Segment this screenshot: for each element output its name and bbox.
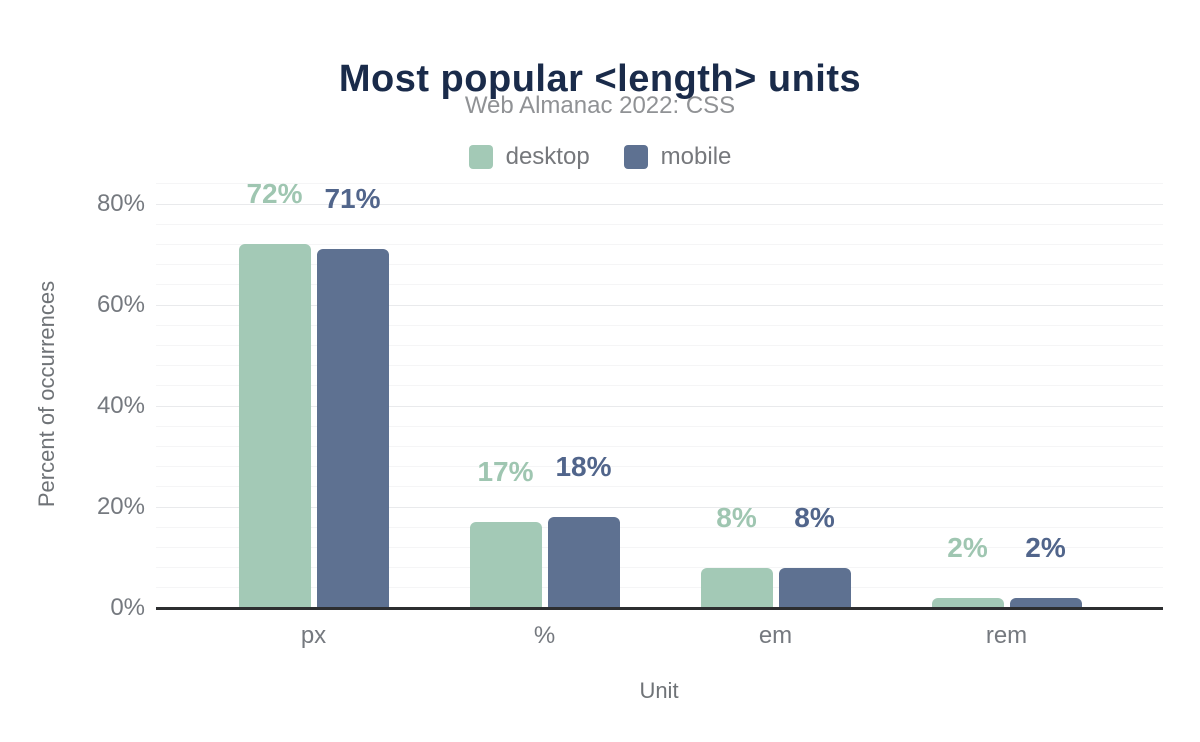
gridline-48	[156, 365, 1163, 367]
value-label-mobile-em: 8%	[794, 501, 835, 533]
bar-mobile-em[interactable]	[778, 567, 851, 608]
value-label-desktop-pct: 17%	[477, 456, 534, 488]
gridline-80	[156, 203, 1163, 205]
gridline-60	[156, 304, 1163, 306]
gridline-12	[156, 546, 1163, 548]
bar-mobile-pct[interactable]	[547, 517, 620, 608]
x-tick-label-rem: rem	[985, 622, 1028, 649]
x-tick-label-pct: %	[533, 622, 556, 649]
gridline-32	[156, 445, 1163, 447]
gridline-16	[156, 526, 1163, 528]
x-tick-label-em: em	[758, 622, 793, 649]
gridline-44	[156, 385, 1163, 387]
gridline-24	[156, 486, 1163, 488]
value-label-mobile-pct: 18%	[555, 451, 612, 483]
x-axis-line	[156, 606, 1163, 610]
bar-mobile-rem[interactable]	[1009, 597, 1082, 608]
legend-swatch-desktop-icon	[468, 145, 493, 169]
x-tick-label-px: px	[300, 622, 327, 649]
legend: desktop mobile	[0, 143, 1200, 171]
legend-label-mobile: mobile	[660, 143, 732, 170]
chart-subtitle: Web Almanac 2022: CSS	[464, 92, 736, 119]
gridline-52	[156, 344, 1163, 346]
gridline-64	[156, 284, 1163, 286]
value-label-mobile-px: 71%	[324, 183, 381, 215]
gridline-84	[156, 183, 1163, 185]
value-label-desktop-em: 8%	[716, 501, 757, 533]
x-axis-title: Unit	[639, 678, 679, 703]
gridline-20	[156, 506, 1163, 508]
y-tick-label-60: 60%	[96, 291, 145, 318]
y-tick-label-0: 0%	[110, 594, 145, 621]
bar-desktop-px[interactable]	[238, 244, 311, 608]
legend-item-desktop[interactable]: desktop	[468, 143, 590, 171]
bar-desktop-pct[interactable]	[469, 522, 542, 608]
gridline-28	[156, 466, 1163, 468]
gridline-8	[156, 567, 1163, 569]
bar-desktop-rem[interactable]	[931, 597, 1004, 608]
bar-desktop-em[interactable]	[700, 567, 773, 608]
y-tick-label-80: 80%	[96, 190, 145, 217]
y-tick-label-40: 40%	[96, 392, 145, 419]
bar-mobile-px[interactable]	[316, 249, 389, 608]
y-axis-title: Percent of occurrences	[34, 280, 59, 508]
chart-title: Most popular <length> units	[338, 58, 862, 101]
gridline-56	[156, 324, 1163, 326]
value-label-mobile-rem: 2%	[1025, 531, 1066, 563]
gridline-68	[156, 264, 1163, 266]
legend-item-mobile[interactable]: mobile	[623, 143, 732, 171]
gridline-4	[156, 587, 1163, 589]
gridline-72	[156, 243, 1163, 245]
gridline-40	[156, 405, 1163, 407]
value-label-desktop-rem: 2%	[947, 531, 988, 563]
gridline-36	[156, 425, 1163, 427]
value-label-desktop-px: 72%	[246, 178, 303, 210]
legend-label-desktop: desktop	[505, 143, 590, 170]
gridline-76	[156, 223, 1163, 225]
y-tick-label-20: 20%	[96, 493, 145, 520]
legend-swatch-mobile-icon	[623, 145, 648, 169]
